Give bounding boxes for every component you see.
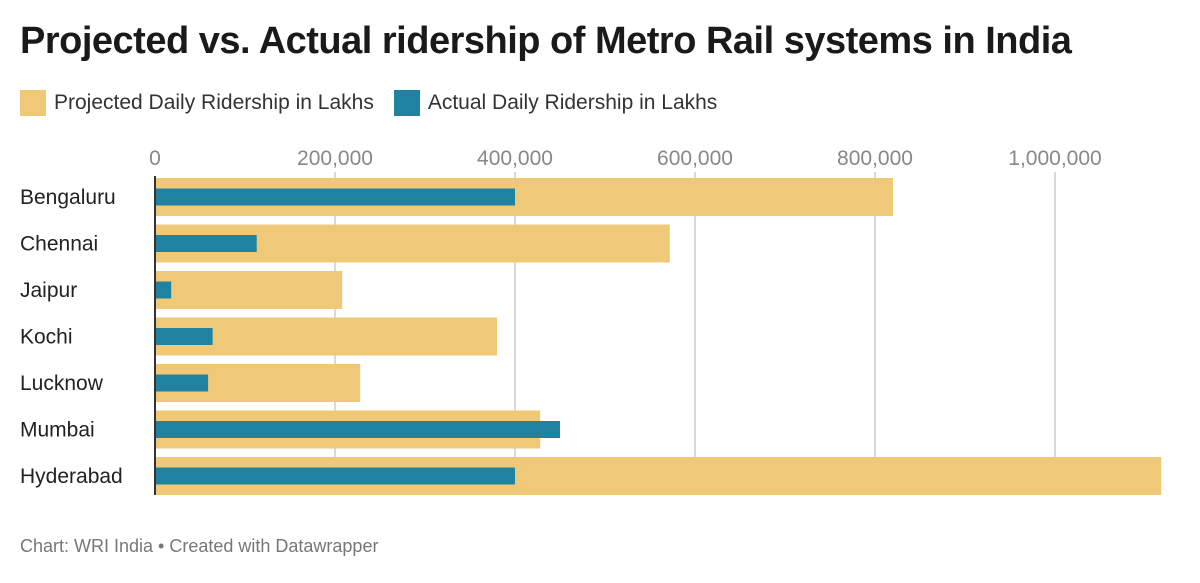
bar-actual [155, 235, 257, 252]
legend: Projected Daily Ridership in Lakhs Actua… [20, 90, 737, 116]
category-label: Kochi [20, 326, 73, 349]
x-tick-label: 800,000 [837, 147, 913, 170]
category-label: Bengaluru [20, 186, 116, 209]
bar-actual [155, 374, 209, 392]
category-label: Chennai [20, 233, 98, 256]
x-tick-label: 0 [149, 147, 161, 170]
x-tick-label: 1,000,000 [1008, 147, 1101, 170]
bar-actual [155, 467, 515, 485]
legend-label-actual: Actual Daily Ridership in Lakhs [427, 91, 718, 114]
category-label: Lucknow [20, 372, 104, 395]
legend-item-projected: Projected Daily Ridership in Lakhs [20, 90, 374, 116]
legend-swatch-actual [393, 90, 420, 116]
bar-actual [155, 328, 213, 345]
x-tick-label: 400,000 [477, 147, 553, 170]
category-label: Mumbai [20, 419, 95, 442]
bar-projected [155, 271, 343, 309]
bar-actual [155, 188, 515, 206]
legend-swatch-projected [20, 90, 46, 116]
category-label: Hyderabad [20, 465, 123, 488]
category-label: Jaipur [20, 279, 77, 302]
bar-actual [155, 281, 172, 299]
x-tick-label: 600,000 [657, 147, 733, 170]
chart-title: Projected vs. Actual ridership of Metro … [20, 20, 1072, 62]
legend-label-projected: Projected Daily Ridership in Lakhs [54, 91, 374, 114]
bar-actual [155, 421, 560, 438]
x-tick-label: 200,000 [297, 147, 373, 170]
legend-item-actual: Actual Daily Ridership in Lakhs [393, 90, 718, 116]
chart-footer: Chart: WRI India • Created with Datawrap… [20, 536, 379, 556]
